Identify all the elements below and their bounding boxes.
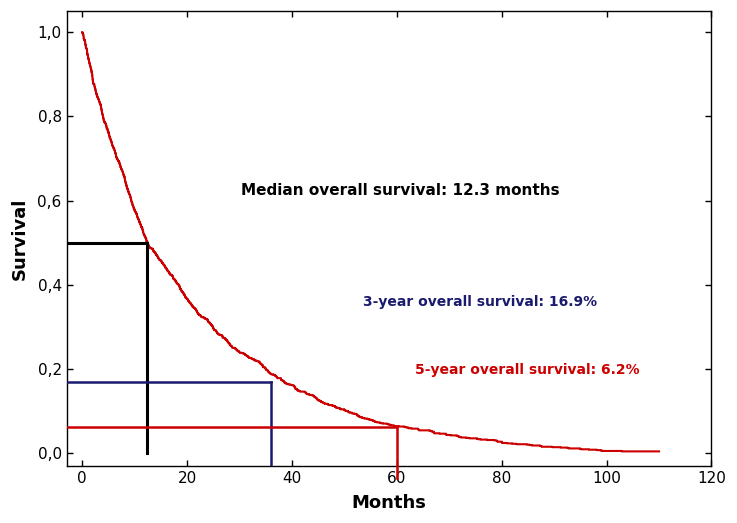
Y-axis label: Survival: Survival [11, 197, 29, 280]
Text: Median overall survival: 12.3 months: Median overall survival: 12.3 months [241, 183, 559, 198]
Text: 5-year overall survival: 6.2%: 5-year overall survival: 6.2% [415, 363, 640, 377]
Text: 3-year overall survival: 16.9%: 3-year overall survival: 16.9% [363, 295, 597, 309]
X-axis label: Months: Months [352, 494, 427, 512]
